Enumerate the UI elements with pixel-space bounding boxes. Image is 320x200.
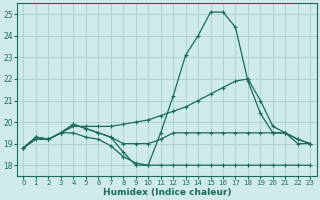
- X-axis label: Humidex (Indice chaleur): Humidex (Indice chaleur): [103, 188, 231, 197]
